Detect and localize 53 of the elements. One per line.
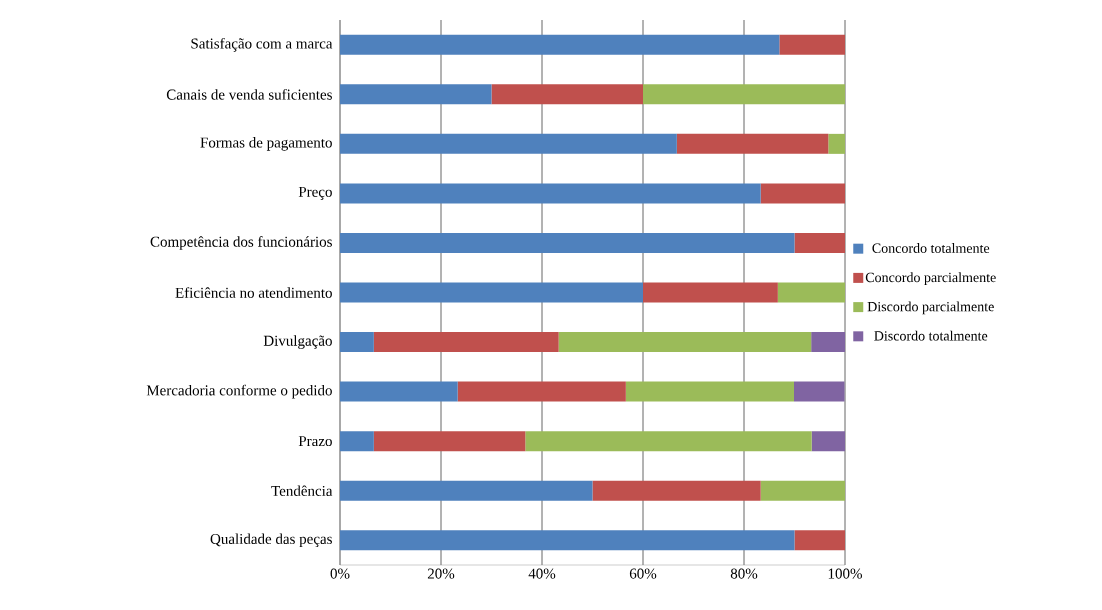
bar	[340, 34, 780, 55]
bar	[340, 84, 492, 105]
bar	[811, 431, 846, 452]
bar	[373, 431, 526, 452]
bar	[340, 431, 374, 452]
bar	[643, 84, 846, 105]
bar	[525, 431, 812, 452]
bar	[811, 332, 846, 353]
y-tick-label: Qualidade das peças	[210, 533, 332, 548]
legend-label: Concordo totalmente	[872, 243, 990, 253]
y-tick-label: Tendência	[271, 485, 333, 496]
y-tick-label: Mercadoria conforme o pedido	[146, 384, 332, 399]
bar	[340, 332, 374, 353]
bar	[340, 480, 593, 501]
x-tick-label: 40%	[528, 568, 556, 579]
legend-label: Discordo parcialmente	[867, 301, 994, 315]
y-tick-label: Divulgação	[263, 335, 332, 349]
x-tick-label: 20%	[427, 568, 455, 579]
bar	[794, 381, 845, 402]
x-tick-label: 60%	[629, 568, 657, 579]
bar	[794, 530, 846, 551]
y-tick-label: Preço	[298, 186, 332, 200]
legend-label: Discordo totalmente	[874, 330, 988, 341]
bar	[643, 282, 778, 303]
y-tick-label: Competência dos funcionários	[150, 236, 332, 250]
bar	[625, 381, 794, 402]
bar	[779, 34, 846, 55]
bar	[760, 480, 846, 501]
bar	[558, 332, 812, 353]
y-tick-label: Eficiência no atendimento	[175, 287, 332, 298]
x-tick-label: 100%	[828, 568, 862, 579]
bar	[828, 133, 846, 154]
bar	[340, 282, 644, 303]
x-tick-label: 80%	[730, 568, 758, 579]
bar	[491, 84, 644, 105]
bar	[373, 332, 559, 353]
bar	[777, 282, 846, 303]
bar	[340, 530, 795, 551]
y-tick-label: Formas de pagamento	[200, 137, 332, 151]
bar	[676, 133, 829, 154]
bar	[340, 133, 677, 154]
bar	[340, 381, 458, 402]
bar	[457, 381, 626, 402]
y-tick-label: Satisfação com a marca	[191, 37, 333, 52]
bar	[760, 183, 846, 204]
y-tick-label: Prazo	[298, 436, 332, 447]
bar	[794, 232, 846, 253]
bar	[592, 480, 761, 501]
legend-label: Concordo parcialmente	[865, 272, 996, 285]
y-tick-label: Canais de venda suficientes	[166, 88, 332, 100]
bar	[340, 183, 761, 204]
bar	[340, 232, 795, 253]
x-tick-label: 0%	[330, 568, 350, 579]
